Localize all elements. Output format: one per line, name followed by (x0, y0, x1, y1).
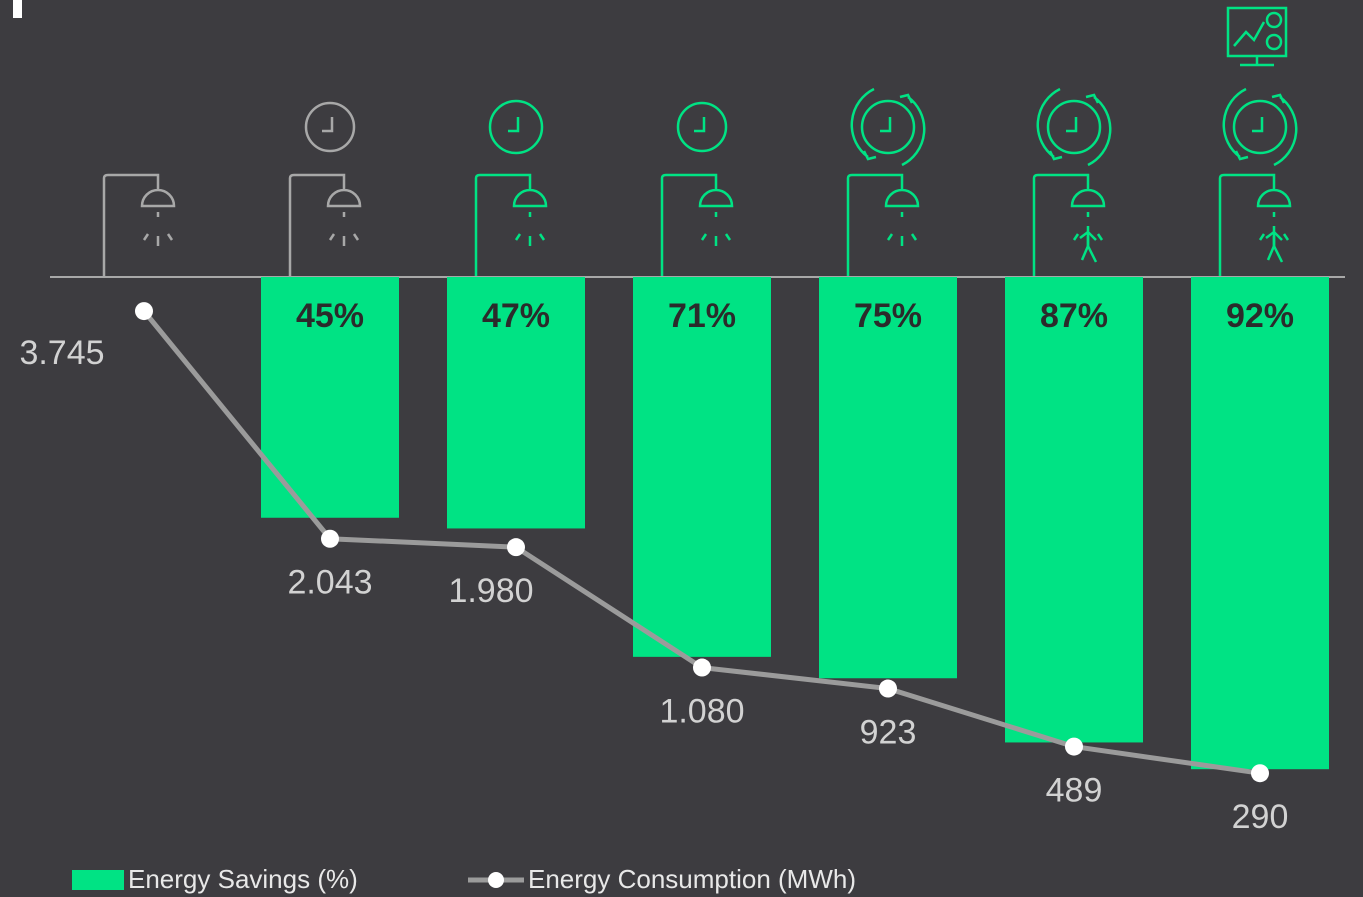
bar (447, 277, 585, 529)
clock (304, 101, 356, 153)
person (1079, 226, 1098, 263)
lamp-light (1258, 212, 1290, 246)
lamp-pole (474, 173, 532, 277)
bar-label: 75% (854, 297, 922, 335)
lamp-light (886, 212, 918, 246)
clock-arrows (1036, 87, 1112, 167)
clock (488, 99, 544, 155)
line-point (507, 538, 525, 557)
lamp-head (1070, 188, 1106, 208)
lamp-head (326, 188, 362, 208)
clock-hands (694, 117, 706, 133)
lamp-pole (288, 173, 346, 277)
clock (860, 99, 916, 155)
lamp-light (142, 212, 174, 246)
lamp-light (328, 212, 360, 246)
lamp-head (884, 188, 920, 208)
legend-point (488, 872, 504, 888)
bar (819, 277, 957, 679)
lamp-light (1072, 212, 1104, 246)
line-label: 3.745 (19, 334, 104, 372)
lamp-pole (102, 173, 160, 277)
bar-label: 87% (1040, 297, 1108, 335)
line-label: 489 (1046, 772, 1103, 810)
bar (1191, 277, 1329, 770)
clock (676, 101, 728, 153)
lamp-head (140, 188, 176, 208)
clock-arrows (1222, 87, 1298, 167)
clock-hands (1252, 117, 1264, 133)
clock-arrows (850, 87, 926, 167)
lamp-pole (1032, 173, 1090, 277)
bar (261, 277, 399, 518)
lamp-head (698, 188, 734, 208)
line-point (1251, 764, 1269, 783)
lamp-light (514, 212, 546, 246)
line-point (879, 679, 897, 698)
clock-hands (1066, 117, 1078, 133)
bar-label: 92% (1226, 297, 1294, 335)
monitor-stand (1233, 21, 1274, 67)
bar-label: 47% (482, 297, 550, 335)
line-label: 290 (1232, 798, 1289, 836)
legend-label: Energy Consumption (MWh) (528, 864, 856, 894)
line-label: 923 (860, 714, 917, 752)
person (1265, 226, 1284, 263)
line-point (135, 302, 153, 321)
icons (102, 6, 1298, 277)
lamp-pole (660, 173, 718, 277)
lamp-head (1256, 188, 1292, 208)
line-point (1065, 737, 1083, 756)
monitor-gauge (1265, 11, 1283, 29)
clock-hands (322, 117, 334, 133)
line-label: 1.980 (448, 572, 533, 610)
lamp-pole (1218, 173, 1276, 277)
clock (1232, 99, 1288, 155)
clock-hands (880, 117, 892, 133)
clock (1046, 99, 1102, 155)
lamp-head (512, 188, 548, 208)
legend-label: Energy Savings (%) (128, 864, 358, 894)
lamp-light (700, 212, 732, 246)
line-point (321, 529, 339, 548)
bar-label: 71% (668, 297, 736, 335)
line-point (693, 658, 711, 677)
line-label: 2.043 (287, 564, 372, 602)
line-label: 1.080 (659, 693, 744, 731)
legend-swatch (72, 870, 124, 890)
clock-hands (508, 117, 520, 133)
bar-label: 45% (296, 297, 364, 335)
corner-mark (13, 0, 22, 18)
lamp-pole (846, 173, 904, 277)
bar (1005, 277, 1143, 743)
bar (633, 277, 771, 657)
monitor-gauge (1265, 33, 1283, 51)
